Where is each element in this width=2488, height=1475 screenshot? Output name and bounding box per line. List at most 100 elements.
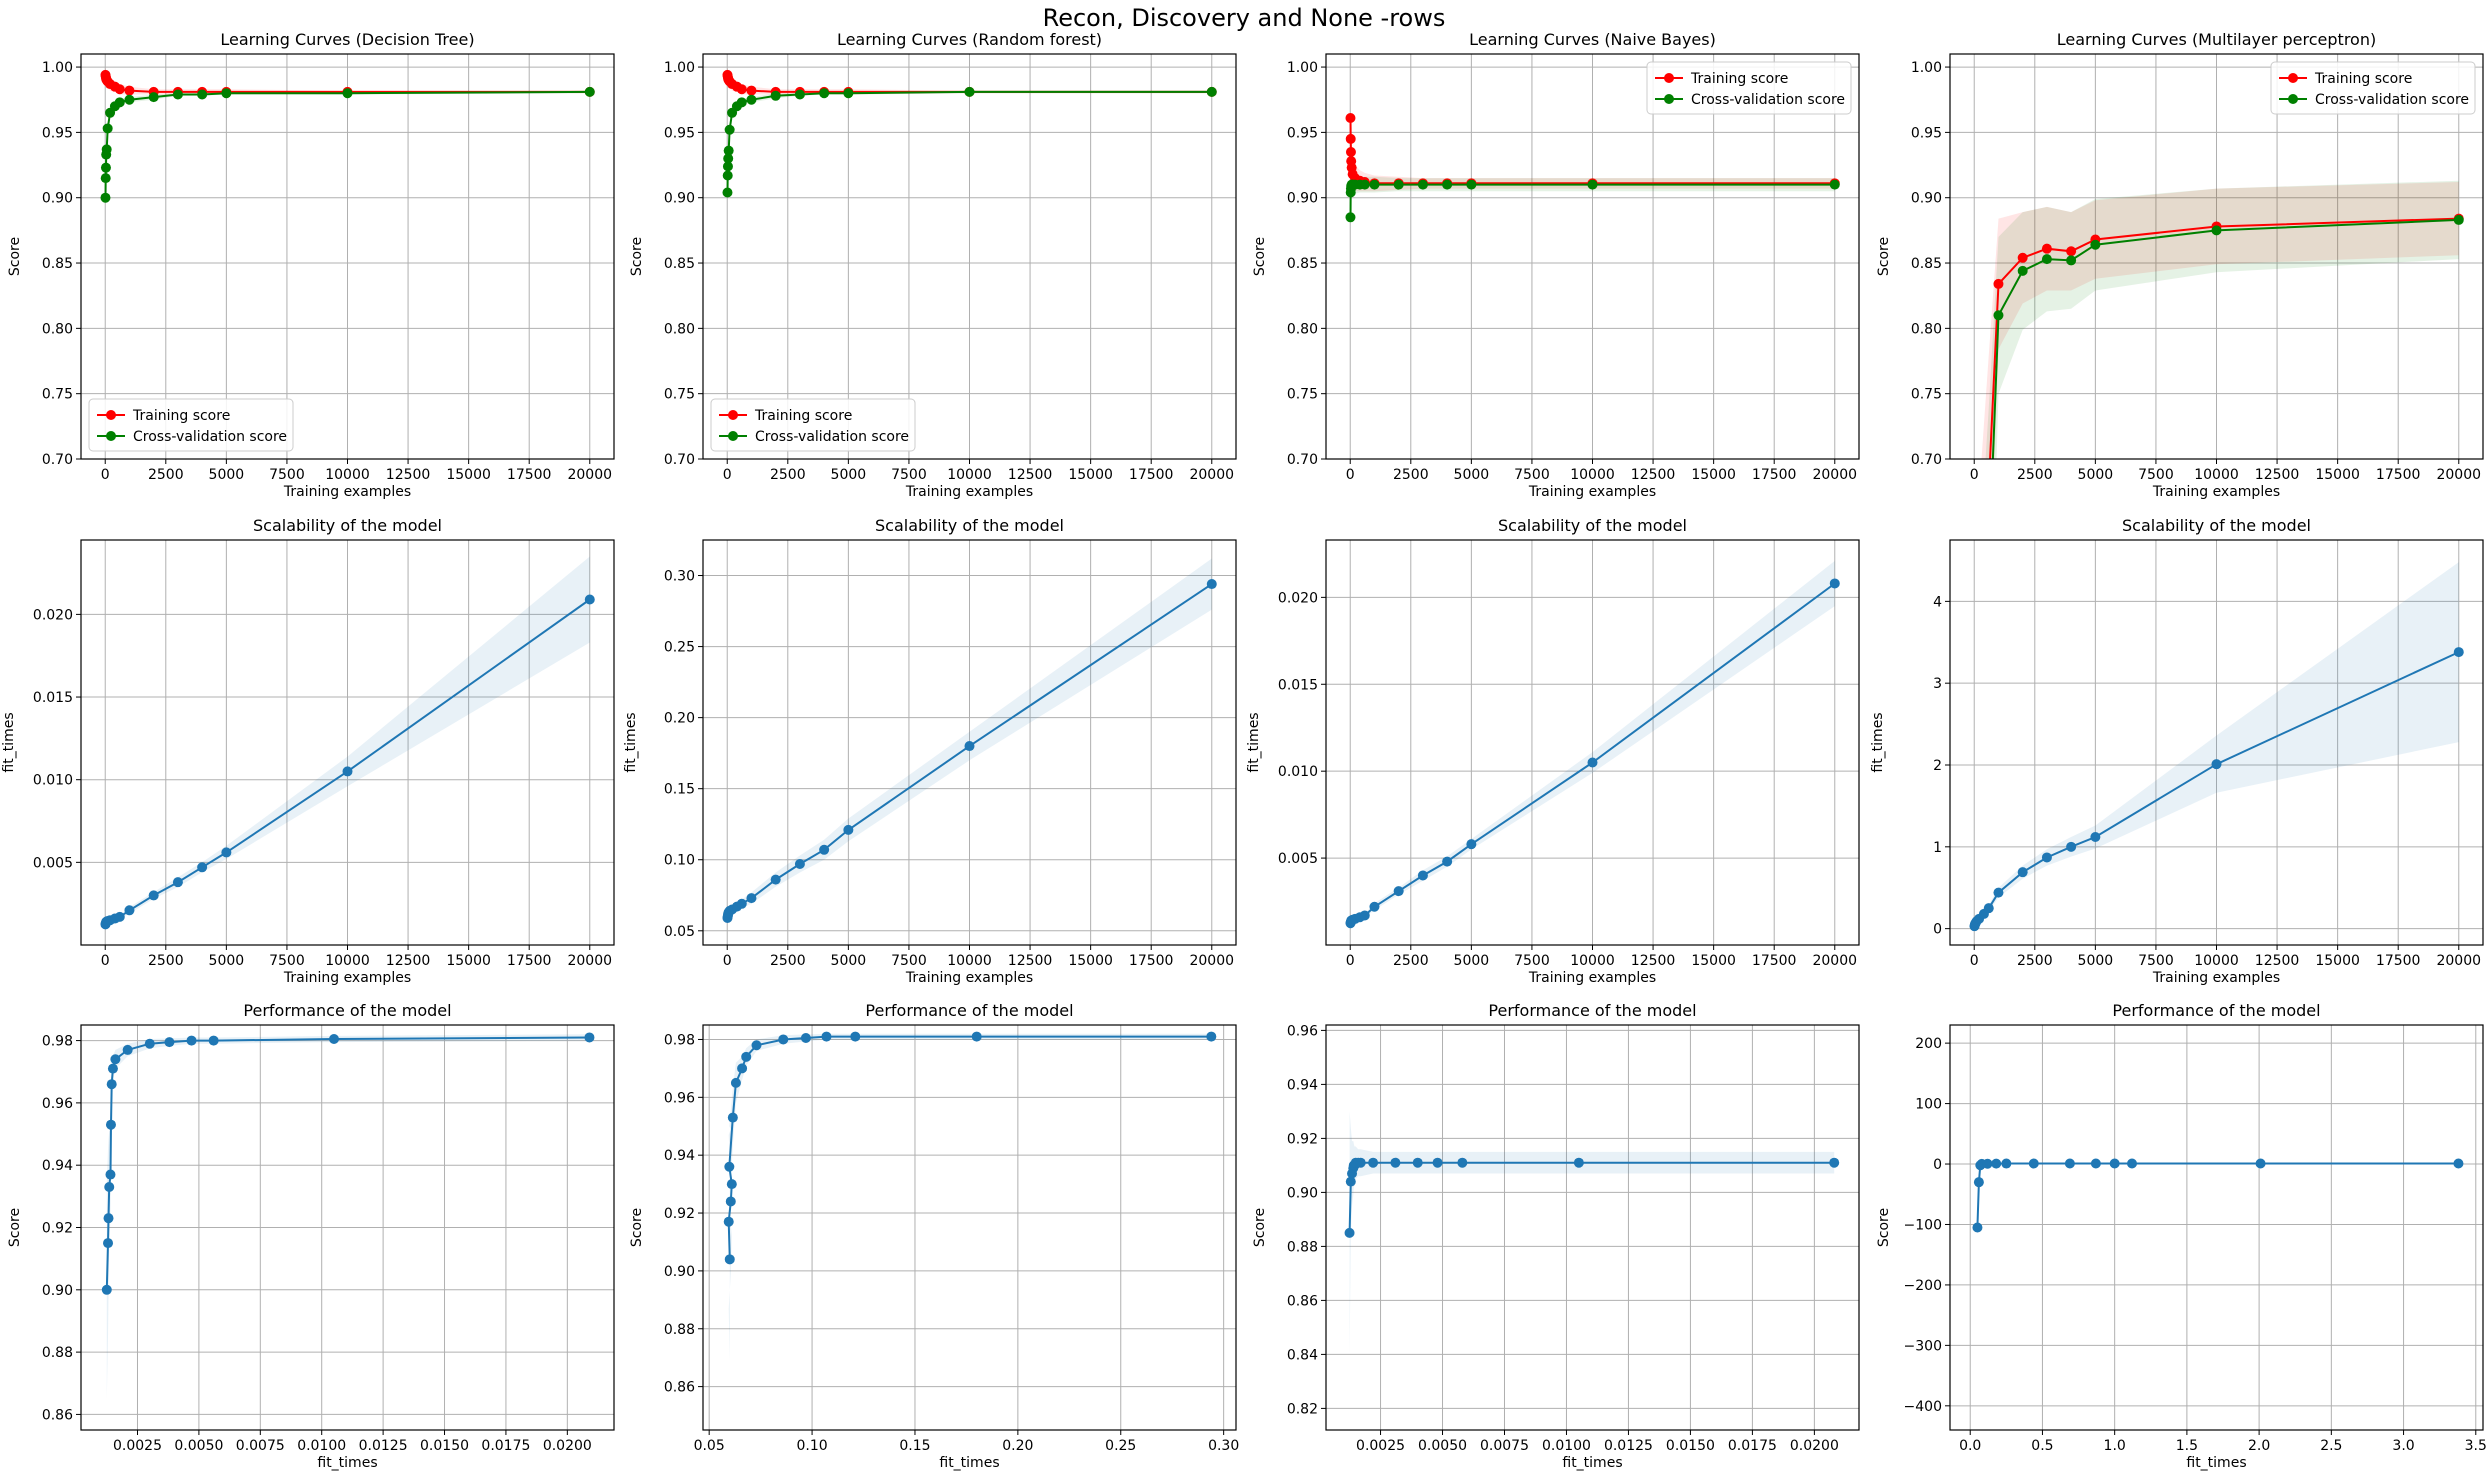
plot-area bbox=[722, 67, 1217, 198]
y-axis-label: Score bbox=[1252, 237, 1268, 276]
chart-panel-pf-rf: 0.05 0.10 0.15 0.20 0.25 0.30 0.86 0.88 0.90 0.92… bbox=[629, 1001, 1239, 1471]
chart-panel-lc-mlp: 0 2500 5000 7500 10000 12500 15000 17500 20000 0.… bbox=[1876, 30, 2484, 569]
y-tick-label: −400 bbox=[1904, 1399, 1942, 1415]
data-point bbox=[221, 847, 232, 858]
data-point bbox=[850, 1031, 861, 1042]
y-tick-label: 0.92 bbox=[664, 1206, 695, 1222]
x-tick-label: 15000 bbox=[446, 953, 491, 969]
data-point bbox=[1993, 278, 2004, 289]
x-tick-label: 0.0150 bbox=[1666, 1438, 1715, 1454]
grid-lines bbox=[81, 540, 614, 945]
x-tick-label: 7500 bbox=[1514, 467, 1550, 483]
plot-area bbox=[722, 558, 1217, 923]
x-tick-label: 7500 bbox=[1514, 953, 1550, 969]
x-tick-label: 2500 bbox=[148, 953, 184, 969]
x-tick-label: 20000 bbox=[2436, 953, 2481, 969]
x-tick-label: 10000 bbox=[1570, 953, 1615, 969]
x-tick-label: 17500 bbox=[1752, 953, 1797, 969]
chart-panel-lc-rf: 0 2500 5000 7500 10000 12500 15000 17500 20000 0.… bbox=[629, 30, 1237, 500]
y-axis-label: Score bbox=[1876, 237, 1892, 276]
y-tick-label: 0.94 bbox=[664, 1148, 695, 1164]
grid-lines bbox=[703, 540, 1236, 945]
y-tick-label: 0.10 bbox=[664, 853, 695, 869]
y-tick-label: 0.96 bbox=[42, 1096, 73, 1112]
x-tick-label: 0.10 bbox=[796, 1438, 827, 1454]
data-point bbox=[794, 89, 805, 100]
data-point bbox=[722, 187, 733, 198]
y-tick-label: 0.010 bbox=[33, 773, 73, 789]
chart-panel-sc-mlp: 0 2500 5000 7500 10000 12500 15000 17500 20000 0 1… bbox=[1870, 516, 2484, 986]
data-point bbox=[1993, 310, 2004, 321]
y-tick-label: 200 bbox=[1915, 1036, 1942, 1052]
data-point bbox=[726, 1179, 737, 1190]
data-point bbox=[148, 890, 159, 901]
x-tick-label: 0.05 bbox=[694, 1438, 725, 1454]
chart-title: Performance of the model bbox=[2112, 1001, 2320, 1020]
x-tick-label: 17500 bbox=[1129, 953, 1174, 969]
legend: Training score Cross-validation score bbox=[2270, 61, 2476, 115]
legend-label-0: Training score bbox=[132, 408, 230, 424]
x-tick-label: 0.15 bbox=[899, 1438, 930, 1454]
plot-area bbox=[1344, 1111, 1840, 1355]
y-axis-label: fit_times bbox=[623, 712, 639, 772]
data-point bbox=[1369, 179, 1380, 190]
data-point bbox=[1345, 1176, 1356, 1187]
y-tick-label: 0 bbox=[1933, 1157, 1942, 1173]
x-tick-label: 5000 bbox=[209, 467, 245, 483]
x-tick-label: 15000 bbox=[2315, 953, 2360, 969]
chart-title: Scalability of the model bbox=[253, 516, 442, 535]
data-point bbox=[148, 92, 159, 103]
y-tick-label: 0.92 bbox=[1287, 1131, 1318, 1147]
y-tick-label: 0.90 bbox=[1911, 191, 1942, 207]
data-point bbox=[722, 170, 733, 181]
data-point bbox=[971, 1031, 982, 1042]
x-axis-label: fit_times bbox=[2186, 1455, 2246, 1471]
y-axis-label: fit_times bbox=[1, 712, 17, 772]
y-tick-label: 4 bbox=[1933, 594, 1942, 610]
x-tick-label: 0 bbox=[101, 953, 110, 969]
data-point bbox=[1984, 559, 1994, 569]
data-point bbox=[1587, 757, 1598, 768]
x-tick-label: 0 bbox=[1970, 467, 1979, 483]
y-axis-label: Score bbox=[629, 1208, 645, 1247]
data-point bbox=[819, 88, 830, 99]
chart-title: Scalability of the model bbox=[2122, 516, 2311, 535]
x-tick-label: 1.5 bbox=[2176, 1438, 2198, 1454]
y-tick-label: 0.010 bbox=[1278, 764, 1318, 780]
x-tick-label: 10000 bbox=[947, 953, 992, 969]
y-axis-label: fit_times bbox=[1246, 712, 1262, 772]
data-point bbox=[1442, 856, 1453, 867]
x-tick-label: 12500 bbox=[1008, 467, 1053, 483]
x-tick-label: 0.25 bbox=[1105, 1438, 1136, 1454]
x-tick-label: 5000 bbox=[1454, 953, 1490, 969]
grid-lines bbox=[1326, 1025, 1859, 1430]
y-tick-label: −300 bbox=[1904, 1338, 1942, 1354]
x-tick-label: 0.0025 bbox=[113, 1438, 162, 1454]
chart-title: Performance of the model bbox=[1488, 1001, 1696, 1020]
data-point bbox=[770, 90, 781, 101]
y-tick-label: 0.95 bbox=[1911, 125, 1942, 141]
data-point bbox=[1457, 1157, 1468, 1168]
x-axis-label: fit_times bbox=[317, 1455, 377, 1471]
data-point bbox=[2453, 214, 2464, 225]
plot-area bbox=[1981, 180, 2464, 569]
x-tick-label: 20000 bbox=[567, 953, 612, 969]
x-tick-label: 15000 bbox=[2315, 467, 2360, 483]
y-tick-label: 0.90 bbox=[664, 191, 695, 207]
legend-label-1: Cross-validation score bbox=[755, 429, 909, 445]
y-tick-label: 2 bbox=[1933, 758, 1942, 774]
x-tick-label: 15000 bbox=[1068, 467, 1113, 483]
legend-box bbox=[710, 398, 916, 452]
data-point bbox=[186, 1035, 197, 1046]
y-tick-label: 0.98 bbox=[664, 1032, 695, 1048]
x-tick-label: 2500 bbox=[770, 467, 806, 483]
data-point bbox=[2090, 832, 2101, 842]
x-tick-label: 10000 bbox=[2194, 467, 2239, 483]
chart-panel-lc-nb: 0 2500 5000 7500 10000 12500 15000 17500 20000 0.… bbox=[1252, 30, 1860, 500]
data-point bbox=[723, 145, 734, 156]
x-tick-label: 0 bbox=[1346, 467, 1355, 483]
data-point bbox=[584, 594, 595, 605]
x-tick-label: 5000 bbox=[831, 953, 867, 969]
y-tick-label: 0.005 bbox=[1278, 851, 1318, 867]
